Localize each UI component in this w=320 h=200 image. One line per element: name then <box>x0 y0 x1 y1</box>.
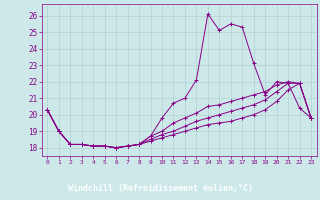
Text: Windchill (Refroidissement éolien,°C): Windchill (Refroidissement éolien,°C) <box>68 184 252 193</box>
